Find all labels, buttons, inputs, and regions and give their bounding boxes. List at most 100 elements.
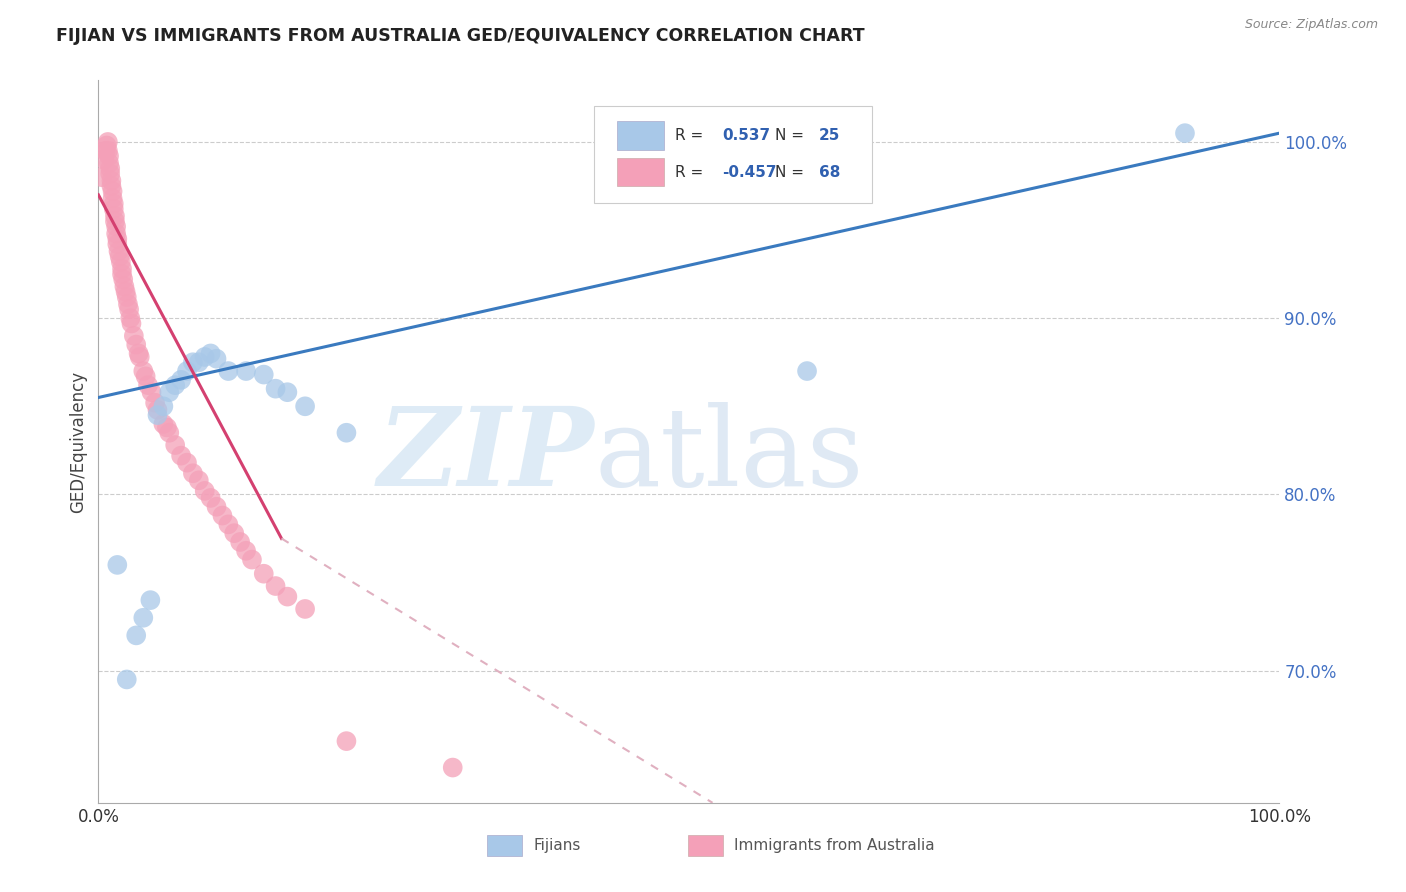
Point [170, 449, 193, 463]
Point [120, 311, 142, 326]
Text: N =: N = [775, 164, 808, 179]
Point [253, 566, 276, 581]
Point [121, 317, 143, 331]
Point [156, 420, 179, 434]
Point [335, 425, 357, 440]
Point [143, 396, 166, 410]
Text: R =: R = [675, 164, 707, 179]
Point [146, 402, 169, 417]
Point [194, 483, 217, 498]
Point [157, 385, 180, 400]
Point [165, 378, 187, 392]
Point [108, 250, 131, 264]
Point [105, 219, 128, 234]
Point [105, 558, 128, 572]
FancyBboxPatch shape [595, 105, 872, 203]
Point [98, 167, 121, 181]
Point [112, 272, 135, 286]
Point [176, 456, 198, 470]
Point [294, 602, 316, 616]
Point [253, 368, 276, 382]
Point [264, 579, 287, 593]
Point [240, 552, 263, 566]
Point [276, 590, 298, 604]
Point [224, 526, 246, 541]
Text: N =: N = [775, 128, 808, 144]
Point [125, 628, 148, 642]
Text: -0.457: -0.457 [723, 164, 776, 179]
Point [139, 593, 162, 607]
Text: Fijians: Fijians [533, 838, 581, 853]
Text: Immigrants from Australia: Immigrants from Australia [734, 838, 935, 853]
Point [114, 285, 136, 299]
Point [181, 467, 204, 481]
Point [152, 417, 174, 431]
Point [111, 261, 134, 276]
Point [1174, 126, 1197, 140]
FancyBboxPatch shape [617, 158, 664, 186]
Text: ZIP: ZIP [378, 402, 595, 509]
Point [194, 350, 217, 364]
Point [235, 543, 257, 558]
Point [441, 760, 464, 774]
Point [103, 196, 125, 211]
Point [157, 425, 180, 440]
FancyBboxPatch shape [688, 835, 723, 856]
FancyBboxPatch shape [486, 835, 523, 856]
Point [97, 135, 120, 149]
Point [98, 156, 121, 170]
Point [335, 734, 357, 748]
Point [294, 399, 316, 413]
Point [112, 279, 135, 293]
Point [205, 351, 228, 366]
Point [128, 346, 150, 360]
Point [105, 237, 128, 252]
Point [136, 378, 159, 392]
Point [264, 382, 287, 396]
Point [152, 399, 174, 413]
Point [170, 373, 193, 387]
Point [111, 267, 134, 281]
Point [91, 170, 114, 185]
Point [181, 355, 204, 369]
Point [229, 535, 252, 549]
Point [200, 491, 222, 505]
Point [122, 328, 145, 343]
Text: FIJIAN VS IMMIGRANTS FROM AUSTRALIA GED/EQUIVALENCY CORRELATION CHART: FIJIAN VS IMMIGRANTS FROM AUSTRALIA GED/… [56, 27, 865, 45]
Point [276, 385, 298, 400]
Point [105, 232, 128, 246]
Point [796, 364, 818, 378]
Point [110, 254, 132, 268]
Point [115, 673, 138, 687]
Point [101, 191, 124, 205]
Point [107, 244, 129, 259]
Point [100, 179, 122, 194]
Point [187, 473, 209, 487]
Text: Source: ZipAtlas.com: Source: ZipAtlas.com [1244, 18, 1378, 31]
Point [104, 214, 127, 228]
Point [217, 364, 239, 378]
Point [176, 364, 198, 378]
Point [117, 297, 139, 311]
Point [217, 517, 239, 532]
Text: R =: R = [675, 128, 707, 144]
Point [235, 364, 257, 378]
Point [146, 408, 169, 422]
Point [187, 355, 209, 369]
Point [97, 144, 120, 158]
Point [100, 174, 122, 188]
Point [128, 350, 150, 364]
Text: 25: 25 [818, 128, 841, 144]
Point [94, 144, 117, 158]
Point [105, 227, 128, 241]
Y-axis label: GED/Equivalency: GED/Equivalency [69, 370, 87, 513]
Point [211, 508, 233, 523]
Point [98, 161, 121, 176]
Point [141, 385, 163, 400]
Point [135, 369, 157, 384]
Text: 68: 68 [818, 164, 841, 179]
Point [132, 364, 155, 378]
Text: atlas: atlas [595, 402, 865, 509]
Point [115, 290, 138, 304]
FancyBboxPatch shape [617, 121, 664, 151]
